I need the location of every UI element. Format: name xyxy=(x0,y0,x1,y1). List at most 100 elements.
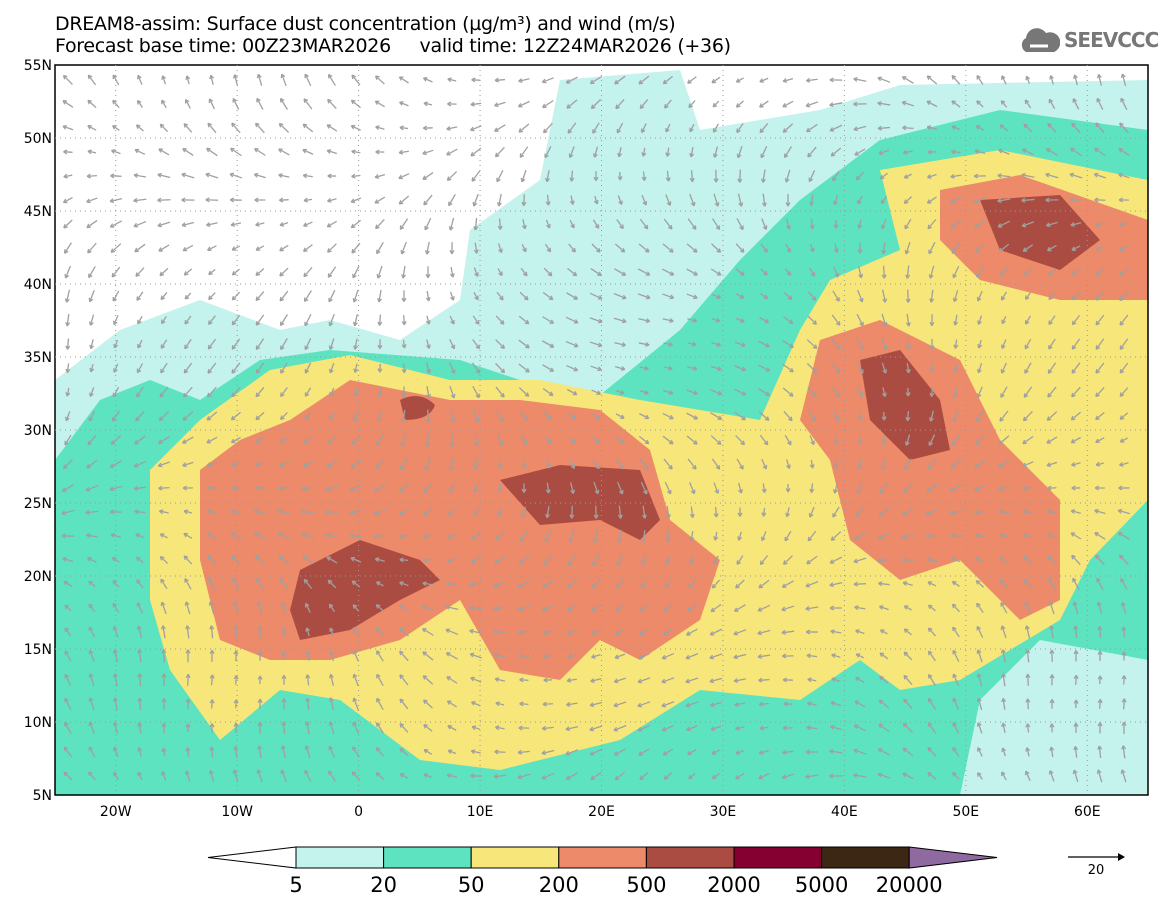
wind-arrow xyxy=(973,197,987,204)
wind-arrow xyxy=(254,197,266,203)
wind-arrow xyxy=(447,77,457,83)
wind-arrow xyxy=(88,649,95,662)
wind-arrow xyxy=(734,365,747,372)
wind-arrow xyxy=(711,579,721,589)
wind-arrow xyxy=(686,293,698,300)
wind-arrow xyxy=(687,748,697,756)
wind-arrow xyxy=(590,365,602,372)
wind-arrow xyxy=(736,218,744,231)
wind-arrow xyxy=(352,289,359,303)
wind-arrow xyxy=(665,170,671,182)
wind-arrow xyxy=(737,507,743,517)
wind-arrow xyxy=(447,533,457,539)
wind-arrow xyxy=(662,412,674,420)
wind-arrow xyxy=(542,316,555,324)
wind-arrow xyxy=(901,100,914,107)
wind-arrow xyxy=(349,533,363,539)
wind-arrow xyxy=(877,101,891,106)
wind-arrow xyxy=(207,245,217,252)
wind-arrow xyxy=(686,628,698,636)
wind-arrow xyxy=(374,75,385,85)
wind-arrow xyxy=(279,267,289,277)
wind-arrow xyxy=(685,701,699,708)
wind-arrow xyxy=(761,193,767,207)
wind-arrow xyxy=(688,772,696,780)
wind-arrow xyxy=(473,409,480,423)
wind-arrow xyxy=(398,149,409,155)
wind-arrow xyxy=(422,149,434,156)
wind-arrow xyxy=(712,100,720,108)
wind-arrow xyxy=(1001,673,1007,687)
lat-label: 20N xyxy=(24,569,52,585)
wind-arrow xyxy=(710,725,722,732)
wind-arrow xyxy=(640,580,648,589)
wind-arrow xyxy=(62,459,73,470)
wind-arrow xyxy=(1118,172,1130,179)
wind-arrow xyxy=(1119,314,1129,326)
wind-arrow xyxy=(160,362,168,374)
wind-arrow xyxy=(134,148,146,155)
wind-arrow xyxy=(521,218,527,230)
wind-arrow xyxy=(830,531,842,541)
wind-arrow xyxy=(62,556,74,563)
wind-arrow xyxy=(953,386,958,398)
wind-arrow xyxy=(881,362,888,374)
wind-arrow xyxy=(376,410,383,422)
wind-arrow xyxy=(304,73,312,87)
wind-arrow xyxy=(446,700,457,708)
wind-arrow xyxy=(63,149,73,155)
wind-arrow xyxy=(302,555,314,565)
wind-arrow xyxy=(471,532,481,540)
wind-arrow xyxy=(494,749,506,755)
wind-arrow xyxy=(374,483,386,493)
wind-arrow xyxy=(137,697,143,711)
wind-arrow xyxy=(833,266,840,278)
wind-arrow xyxy=(112,580,120,588)
lon-label: 50E xyxy=(952,804,979,820)
wind-arrow xyxy=(495,315,505,325)
wind-arrow xyxy=(61,509,75,516)
wind-arrow xyxy=(1073,650,1079,662)
wind-arrow xyxy=(375,722,384,734)
wind-arrow xyxy=(638,413,650,420)
wind-arrow xyxy=(1047,362,1057,374)
wind-arrow xyxy=(974,242,985,254)
wind-arrow xyxy=(853,76,867,82)
wind-arrow xyxy=(278,485,290,491)
wind-arrow xyxy=(255,386,265,398)
wind-arrow xyxy=(1046,532,1057,540)
wind-arrow xyxy=(304,338,312,351)
wind-arrow xyxy=(133,173,147,179)
wind-arrow xyxy=(617,529,622,543)
wind-arrow xyxy=(63,242,72,254)
wind-arrow xyxy=(735,100,744,108)
wind-arrow xyxy=(761,507,767,517)
wind-arrow xyxy=(905,289,911,303)
wind-arrow xyxy=(661,724,674,732)
wind-arrow xyxy=(302,244,313,253)
wind-arrow xyxy=(303,266,313,278)
wind-arrow xyxy=(303,197,313,203)
wind-arrow xyxy=(881,242,887,255)
wind-arrow xyxy=(376,434,384,447)
wind-arrow xyxy=(207,315,216,325)
wind-arrow xyxy=(497,268,503,277)
wind-arrow xyxy=(255,338,265,350)
wind-arrow xyxy=(1073,625,1079,639)
colorbar-segment xyxy=(645,846,735,869)
wind-arrow xyxy=(303,578,313,589)
wind-arrow xyxy=(277,532,291,540)
wind-arrow xyxy=(497,483,503,493)
wind-arrow xyxy=(374,557,385,562)
wind-arrow xyxy=(256,577,264,590)
wind-arrow xyxy=(689,146,695,158)
wind-arrow xyxy=(566,677,577,683)
wind-arrow xyxy=(710,435,722,445)
wind-arrow xyxy=(376,265,383,279)
wind-arrow xyxy=(686,412,699,420)
wind-arrow xyxy=(399,773,409,779)
wind-arrow xyxy=(925,533,938,539)
wind-arrow xyxy=(449,315,455,325)
wind-arrow xyxy=(425,433,430,447)
colorbar-segment xyxy=(558,846,647,869)
